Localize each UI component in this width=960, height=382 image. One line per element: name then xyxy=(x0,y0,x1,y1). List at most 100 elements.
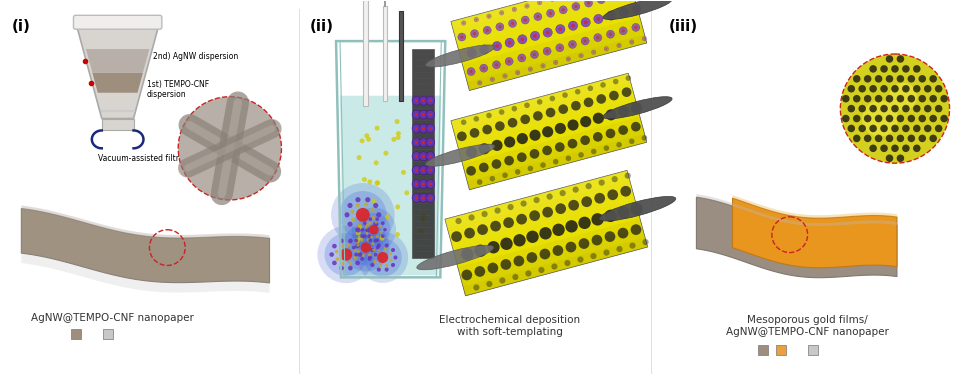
Circle shape xyxy=(542,65,544,67)
Circle shape xyxy=(529,210,540,221)
Circle shape xyxy=(567,120,579,131)
Circle shape xyxy=(629,139,635,144)
Circle shape xyxy=(492,61,500,69)
Circle shape xyxy=(524,102,530,108)
Circle shape xyxy=(540,227,552,240)
Circle shape xyxy=(897,75,904,83)
Circle shape xyxy=(842,95,850,102)
Circle shape xyxy=(422,169,425,172)
Circle shape xyxy=(622,10,626,14)
Circle shape xyxy=(351,207,396,252)
Circle shape xyxy=(345,212,349,217)
Circle shape xyxy=(383,228,387,231)
Ellipse shape xyxy=(425,144,494,166)
Circle shape xyxy=(460,36,464,39)
Bar xyxy=(103,329,112,339)
Circle shape xyxy=(567,58,569,60)
Circle shape xyxy=(543,28,552,37)
Circle shape xyxy=(372,216,375,220)
Circle shape xyxy=(620,186,631,197)
Circle shape xyxy=(630,243,636,249)
Circle shape xyxy=(609,91,619,100)
Circle shape xyxy=(462,21,466,25)
Circle shape xyxy=(604,145,610,151)
Circle shape xyxy=(354,253,358,257)
Circle shape xyxy=(384,248,387,251)
Polygon shape xyxy=(21,206,270,238)
Circle shape xyxy=(545,50,549,53)
Circle shape xyxy=(422,196,425,199)
Circle shape xyxy=(373,239,377,243)
Circle shape xyxy=(526,252,538,263)
Circle shape xyxy=(368,234,372,238)
Circle shape xyxy=(897,154,904,162)
Circle shape xyxy=(840,54,949,163)
Circle shape xyxy=(572,2,580,10)
Polygon shape xyxy=(468,134,647,190)
Circle shape xyxy=(465,228,475,238)
Circle shape xyxy=(572,186,579,193)
Circle shape xyxy=(426,152,435,161)
Polygon shape xyxy=(465,26,644,82)
Circle shape xyxy=(505,38,515,47)
Circle shape xyxy=(941,115,948,122)
Circle shape xyxy=(368,256,372,260)
Circle shape xyxy=(469,128,479,138)
Bar xyxy=(363,0,368,106)
Circle shape xyxy=(483,26,492,34)
Circle shape xyxy=(617,206,630,219)
Circle shape xyxy=(486,29,489,32)
Circle shape xyxy=(568,21,578,31)
Circle shape xyxy=(580,136,590,145)
Circle shape xyxy=(599,180,605,186)
Circle shape xyxy=(415,113,418,116)
Circle shape xyxy=(870,85,876,92)
Circle shape xyxy=(364,202,368,206)
Circle shape xyxy=(429,196,432,199)
Polygon shape xyxy=(453,0,633,39)
Circle shape xyxy=(357,232,408,283)
Circle shape xyxy=(371,248,374,252)
Circle shape xyxy=(389,252,392,255)
Circle shape xyxy=(361,228,365,231)
Circle shape xyxy=(395,232,400,237)
Circle shape xyxy=(482,66,486,70)
Circle shape xyxy=(546,9,555,17)
Circle shape xyxy=(483,48,486,51)
Circle shape xyxy=(889,83,917,111)
Circle shape xyxy=(474,244,487,257)
Circle shape xyxy=(487,14,492,19)
Circle shape xyxy=(616,43,621,48)
Circle shape xyxy=(586,183,591,189)
Circle shape xyxy=(842,115,850,122)
Circle shape xyxy=(566,57,570,62)
Circle shape xyxy=(542,126,553,138)
Circle shape xyxy=(546,194,553,200)
Circle shape xyxy=(375,238,379,242)
Circle shape xyxy=(875,95,882,102)
Circle shape xyxy=(332,261,337,265)
Circle shape xyxy=(365,226,368,229)
Circle shape xyxy=(886,115,893,122)
Circle shape xyxy=(533,111,542,121)
Circle shape xyxy=(897,134,904,142)
Circle shape xyxy=(913,65,921,73)
Circle shape xyxy=(622,87,632,97)
Circle shape xyxy=(348,222,352,227)
Text: (i): (i) xyxy=(12,19,31,34)
Circle shape xyxy=(422,99,425,102)
Circle shape xyxy=(360,257,364,261)
Circle shape xyxy=(357,225,363,230)
Circle shape xyxy=(350,210,354,214)
Circle shape xyxy=(479,143,490,154)
Circle shape xyxy=(567,139,577,149)
Circle shape xyxy=(596,94,606,104)
Circle shape xyxy=(496,23,504,31)
Circle shape xyxy=(553,159,559,165)
Circle shape xyxy=(619,27,627,35)
Circle shape xyxy=(375,246,380,249)
Circle shape xyxy=(919,134,926,142)
Circle shape xyxy=(372,249,375,251)
Circle shape xyxy=(358,236,363,241)
Circle shape xyxy=(422,155,425,158)
